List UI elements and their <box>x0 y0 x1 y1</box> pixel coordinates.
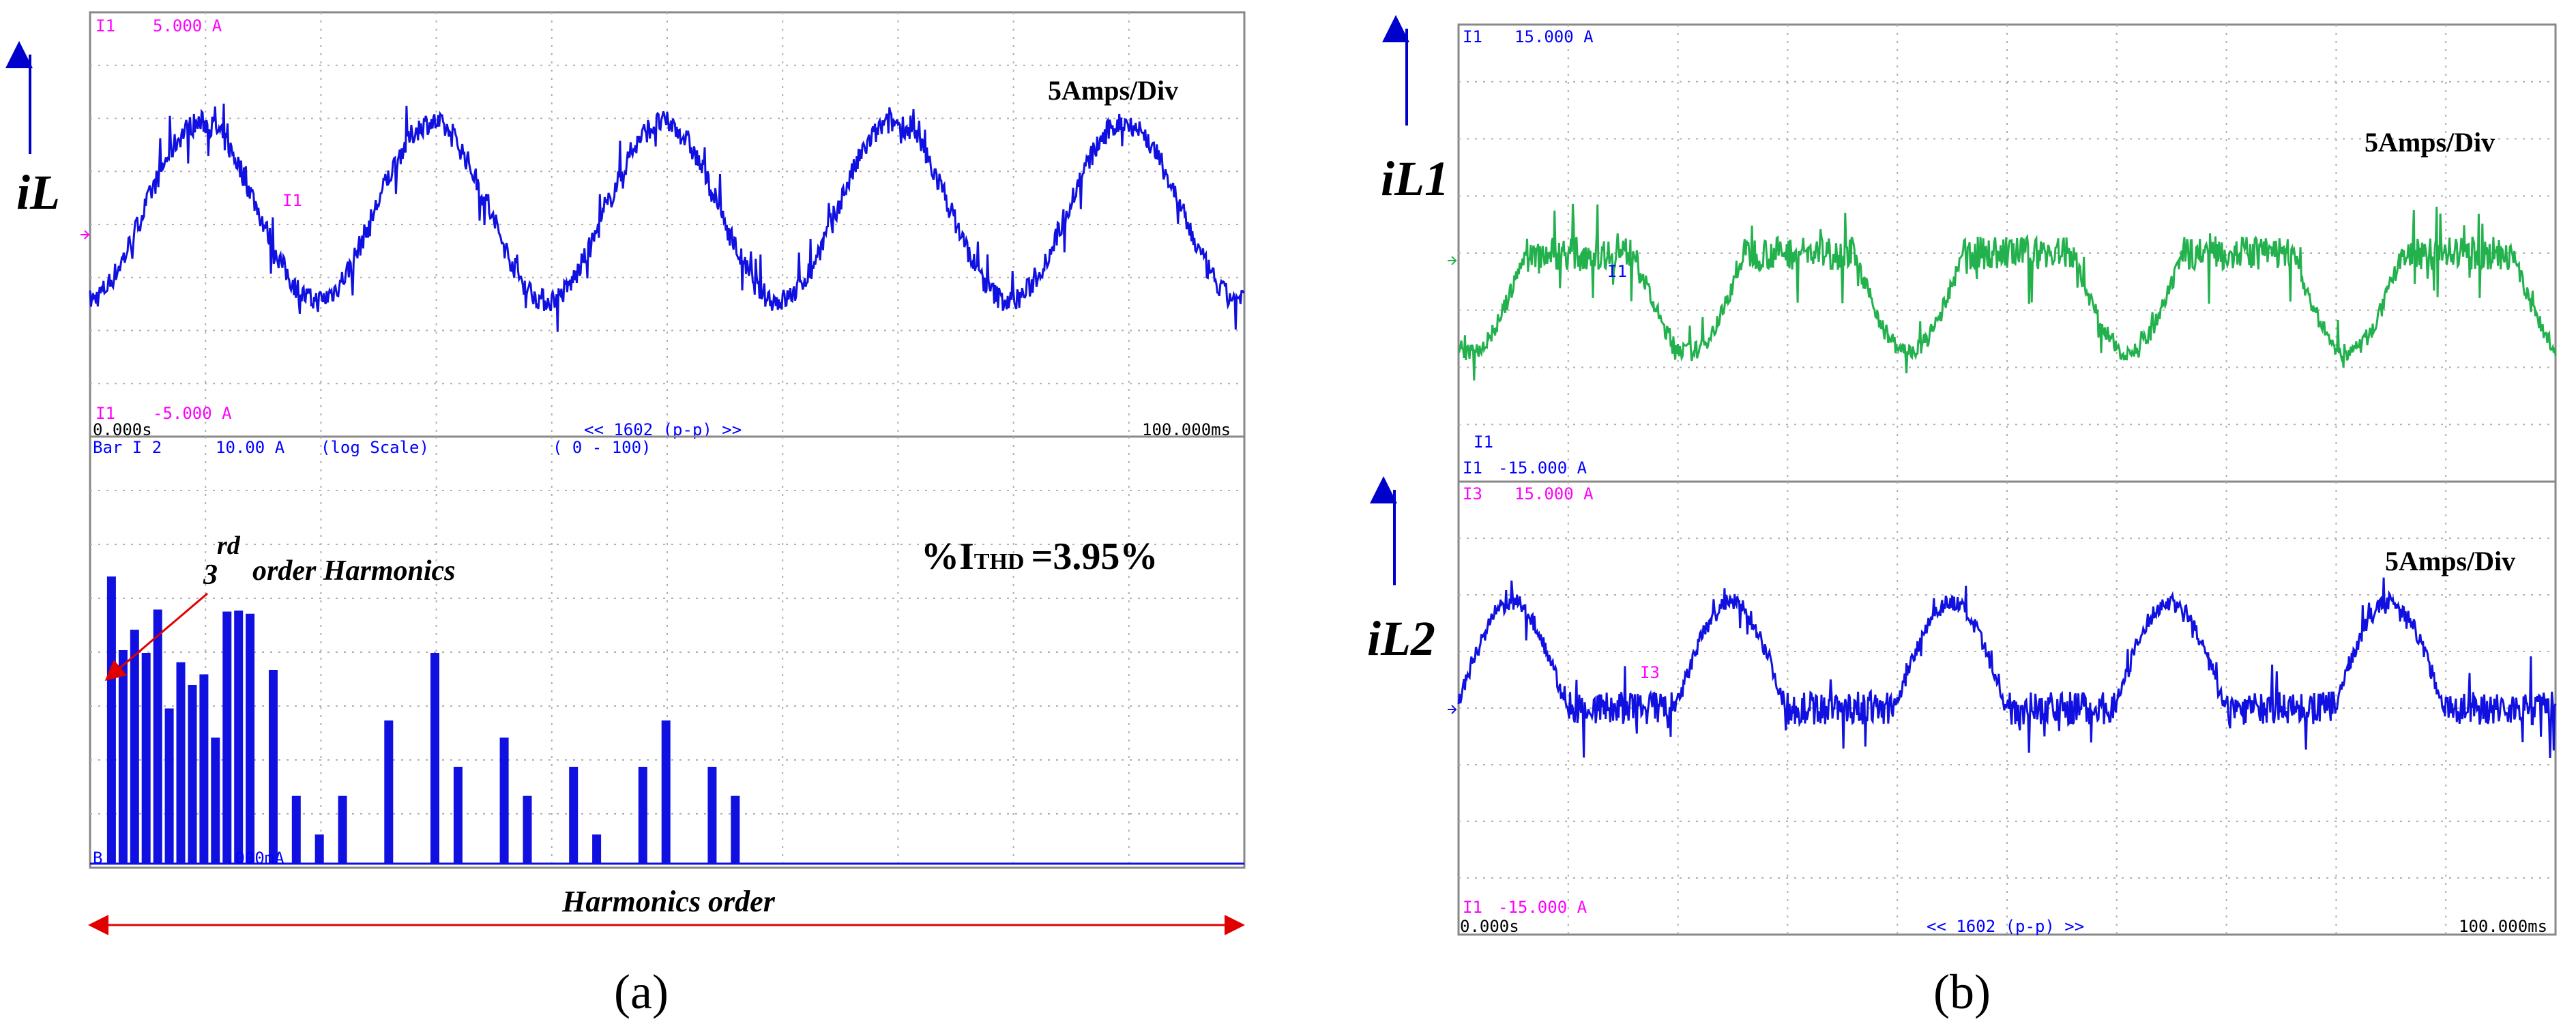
harmonics-order-label: Harmonics order <box>561 885 776 918</box>
harmonic-bar-55 <box>731 795 740 864</box>
harmonic-bar-10 <box>211 737 220 864</box>
panel-b-top-trace <box>1457 203 2557 381</box>
panel-b-top-channel: I1 <box>1463 27 1482 46</box>
panel-a-bottom-value: -5.000 A <box>153 404 232 423</box>
panel-a-ground-marker <box>80 230 90 239</box>
harmonic-bar-7 <box>176 662 186 864</box>
panel-a-bottom-channel: I1 <box>96 404 115 423</box>
panel-b-top-ground-marker <box>1448 256 1457 265</box>
panel-b-bottom-trace <box>1457 577 2557 758</box>
panel-b-time-start: 0.000s <box>1460 917 1519 936</box>
panel-b-bottom-ground-marker <box>1448 705 1457 714</box>
panel-a-spectrum-bars <box>106 576 740 864</box>
panel-b-bottom-y-label: iL2 <box>1367 611 1435 666</box>
third-harmonic-sup: rd <box>217 531 241 560</box>
harmonic-bar-2 <box>118 650 128 864</box>
harmonic-bar-13 <box>246 613 255 864</box>
panel-a: I1 5.000 A I1 I1 -5.000 A 0.000s << 1602… <box>5 11 1246 1019</box>
panel-a-y-label: iL <box>16 165 60 220</box>
panel-b-top-marker: I1 <box>1607 262 1627 281</box>
harmonic-bar-9 <box>199 674 209 864</box>
panel-b-bottom-top-channel: I3 <box>1463 484 1482 503</box>
spectrum-header-scale: (log Scale) <box>321 438 429 457</box>
thd-readout: %ITHD =3.95% <box>921 536 1158 578</box>
harmonic-bar-29 <box>430 653 439 864</box>
panel-a-top-channel: I1 <box>96 16 115 35</box>
panel-b-bottom-top-value: 15.000 A <box>1514 484 1594 503</box>
harmonic-bar-5 <box>153 609 162 864</box>
panel-b: I1 15.000 A I1 I1 I1 -15.000 A 5Amps/Div… <box>1367 15 2557 1019</box>
harmonic-bar-47 <box>638 767 647 864</box>
harmonic-bar-15 <box>269 670 278 864</box>
panel-a-waveform-grid <box>90 12 1244 437</box>
third-harmonic-arrow <box>104 592 208 681</box>
panel-b-bottom-bottom-value: -15.000 A <box>1498 898 1587 917</box>
panel-a-top-value: 5.000 A <box>153 16 222 35</box>
panel-b-top-value: 15.000 A <box>1514 27 1594 46</box>
harmonic-bar-11 <box>222 611 232 864</box>
panel-b-caption: (b) <box>1933 965 1991 1019</box>
panel-a-waveform-trace <box>89 103 1245 332</box>
harmonic-bar-49 <box>661 720 671 864</box>
harmonic-bar-43 <box>592 834 602 864</box>
panel-b-time-end: 100.000ms <box>2459 917 2547 936</box>
harmonic-bar-3 <box>130 630 139 864</box>
panel-b-bottom-bottom-channel: I1 <box>1463 898 1482 917</box>
spectrum-header-name: Bar I 2 <box>93 438 162 457</box>
panel-a-caption: (a) <box>614 965 669 1019</box>
third-harmonic-number: 3 <box>203 559 218 591</box>
harmonic-bar-1 <box>106 576 116 864</box>
harmonic-bar-37 <box>523 795 532 864</box>
panel-b-top-bottom-channel: I1 <box>1463 458 1482 478</box>
spectrum-header-value: 10.00 A <box>216 438 285 457</box>
panel-b-top-extra-marker: I1 <box>1474 433 1493 452</box>
panel-b-bottom-marker: I3 <box>1640 663 1660 682</box>
harmonic-bar-6 <box>164 708 174 864</box>
harmonic-bar-4 <box>141 653 151 864</box>
harmonic-bar-8 <box>188 685 197 864</box>
third-harmonic-text: order Harmonics <box>252 555 456 587</box>
spectrum-bottom-value: .000mA <box>225 849 284 868</box>
panel-b-top-scale-note: 5Amps/Div <box>2365 127 2495 158</box>
spectrum-header-range: ( 0 - 100) <box>553 438 652 457</box>
harmonic-bar-31 <box>453 767 463 864</box>
panel-b-points-label: << 1602 (p-p) >> <box>1927 917 2084 936</box>
panel-a-scale-note: 5Amps/Div <box>1048 75 1178 106</box>
panel-b-bottom-grid <box>1459 482 2556 935</box>
panel-b-top-bottom-value: -15.000 A <box>1498 458 1587 478</box>
harmonic-bar-17 <box>291 795 301 864</box>
harmonic-bar-41 <box>569 767 579 864</box>
panel-b-top-y-label: iL1 <box>1381 151 1449 206</box>
harmonic-bar-53 <box>707 767 717 864</box>
harmonic-bar-35 <box>499 737 509 864</box>
harmonic-bar-19 <box>314 834 324 864</box>
harmonic-bar-25 <box>384 720 394 864</box>
spectrum-bottom-left-label: B <box>93 849 102 868</box>
harmonic-bar-21 <box>338 795 347 864</box>
panel-a-marker-label: I1 <box>282 191 302 210</box>
panel-b-bottom-scale-note: 5Amps/Div <box>2385 546 2515 576</box>
harmonic-bar-12 <box>234 611 244 864</box>
